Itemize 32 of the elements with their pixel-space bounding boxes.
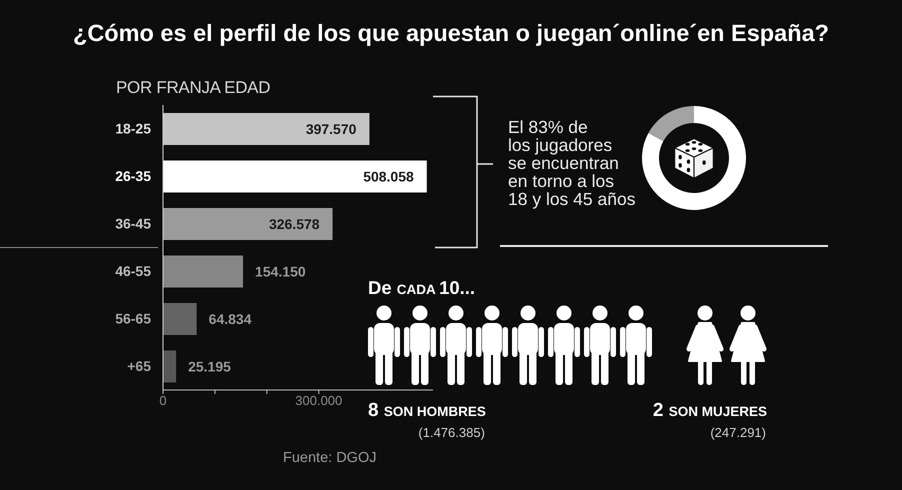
donut-slice (642, 106, 746, 210)
y-tick-label: +65 (127, 358, 152, 374)
text: El 83% de los jugadores se encuentran en torno a los 18 y los 45 años (508, 117, 636, 209)
data-label: 25.195 (188, 358, 232, 374)
text: (1.476.385) (417, 425, 486, 440)
text: (247.291) (709, 425, 767, 440)
data-label: 508.058 (363, 168, 414, 184)
y-tick-label: 18-25 (115, 120, 152, 137)
bar (163, 208, 333, 240)
data-label: 2 (652, 400, 664, 421)
donut-slice (648, 106, 694, 142)
bar (163, 160, 427, 192)
y-tick-label: 26-35 (115, 168, 152, 184)
chart-title: ¿Cómo es el perfil de los que apuestan o juegan´online´en España? (72, 20, 830, 47)
x-tick-label: 0 (159, 393, 167, 408)
text: De CADA 10... (368, 277, 476, 298)
bar (163, 303, 197, 335)
y-tick-label: 46-55 (115, 263, 152, 280)
data-label: 64.834 (208, 310, 252, 327)
data-label: 154.150 (255, 263, 306, 280)
y-tick-label: 56-65 (115, 310, 152, 327)
bar (163, 350, 176, 382)
data-label: 8 (368, 400, 380, 421)
bar (163, 256, 244, 288)
chart-subtitle: POR FRANJA EDAD (116, 78, 270, 98)
category-label: SON MUJERES (668, 404, 767, 419)
x-tick-label: 300.000 (295, 393, 342, 408)
data-label: 397.570 (306, 120, 357, 137)
data-label: 326.578 (268, 216, 320, 232)
y-tick-label: 36-45 (115, 216, 152, 232)
category-label: SON HOMBRES (384, 404, 486, 419)
source-note: Fuente: DGOJ (283, 450, 376, 466)
